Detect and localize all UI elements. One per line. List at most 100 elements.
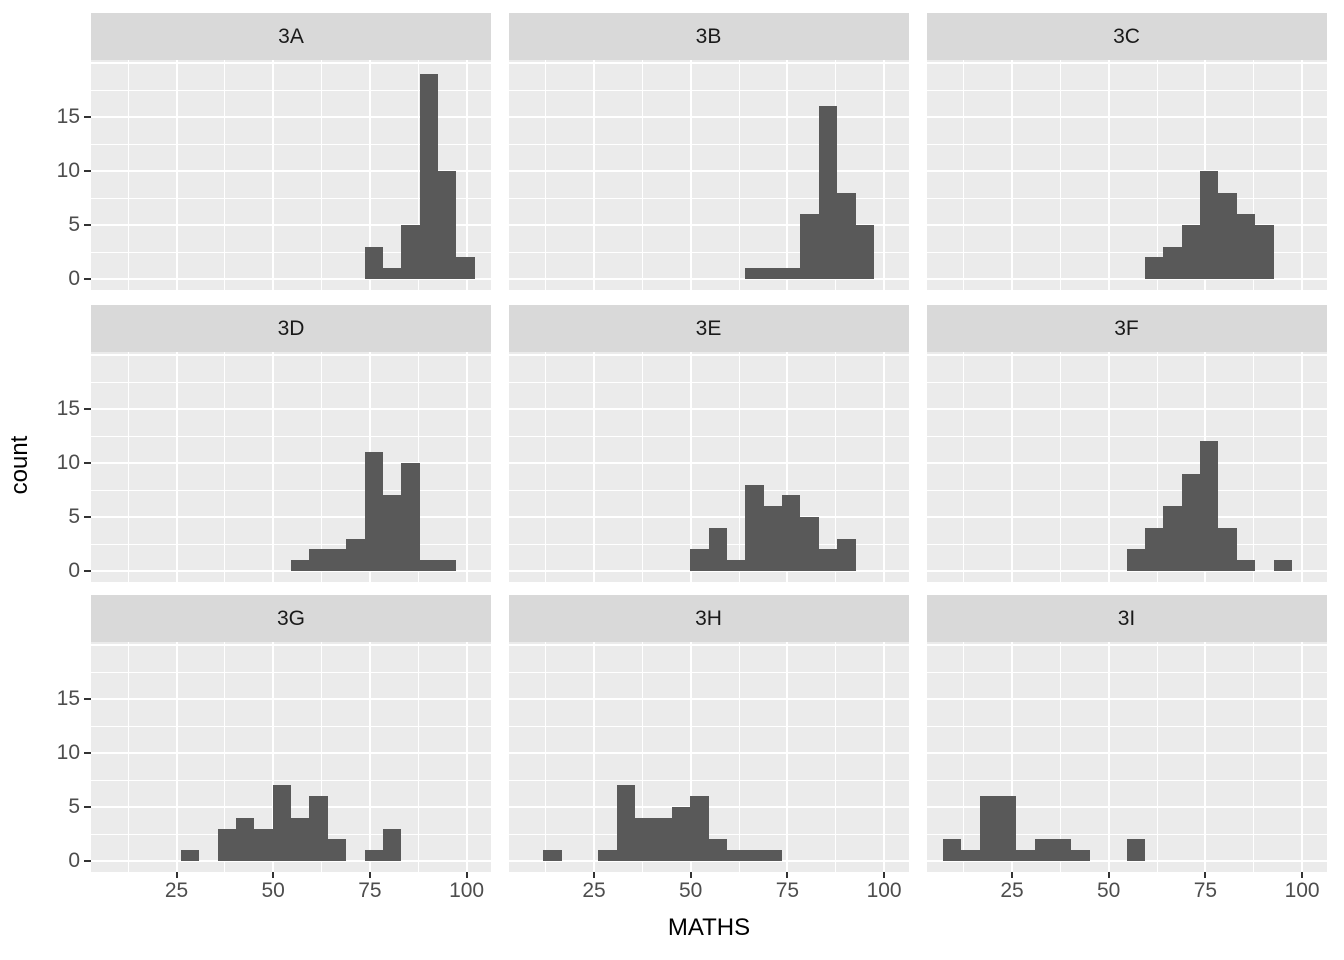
gridline-x-major [272,60,275,290]
x-tick-label: 100 [866,879,902,902]
histogram-bar [254,828,273,861]
gridline-x-minor [963,642,965,872]
facet-strip-label: 3B [695,24,722,48]
gridline-x-major [272,352,275,582]
gridline-y-minor [91,143,491,145]
gridline-x-major [1011,60,1013,290]
gridline-y-major [926,116,1327,118]
gridline-x-major [1301,352,1304,582]
gridline-x-minor [321,60,323,290]
facet-strip-label: 3F [1114,316,1139,340]
gridline-x-minor [1059,60,1061,290]
histogram-bar [782,495,801,571]
gridline-y-major [508,116,909,118]
x-tick-mark [465,872,468,878]
histogram-bar [1218,527,1237,571]
x-tick-mark [883,872,886,878]
histogram-bar [745,484,764,571]
histogram-bar [543,850,562,861]
histogram-bar [690,796,709,861]
gridline-y-minor [508,779,909,781]
x-tick-mark [593,872,595,878]
histogram-bar [1200,441,1219,571]
gridline-y-major [508,462,909,464]
gridline-x-minor [1059,352,1061,582]
x-axis-title: MATHS [667,914,751,941]
x-tick-label: 100 [1284,879,1320,902]
gridline-y-major [91,354,491,356]
histogram-bar [309,796,328,861]
histogram-bar [327,549,347,571]
histogram-bar [1144,257,1164,279]
gridline-y-minor [508,89,909,91]
histogram-bar [598,850,617,861]
gridline-y-major [508,170,909,172]
x-tick-label: 75 [358,879,382,902]
y-tick-mark [84,408,91,410]
gridline-x-minor [1059,642,1061,872]
y-tick-label: 5 [68,795,80,818]
gridline-y-minor [91,543,491,545]
y-tick-label: 5 [68,505,80,528]
gridline-x-minor [224,352,226,582]
gridline-x-minor [963,352,965,582]
histogram-bar [837,192,856,279]
y-tick-mark [84,698,91,700]
gridline-x-minor [321,642,323,872]
gridline-y-minor [91,381,491,383]
gridline-y-minor [91,435,491,437]
gridline-x-minor [224,642,226,872]
gridline-y-minor [91,725,491,727]
x-tick-mark [689,872,692,878]
histogram-bar [1236,560,1256,571]
histogram-bar [837,538,856,571]
gridline-x-major [593,352,595,582]
gridline-x-major [883,60,886,290]
histogram-bar [800,214,819,279]
gridline-y-minor [508,543,909,545]
gridline-y-major [926,408,1327,410]
facet-strip-3H: 3H [508,595,909,642]
histogram-bar [800,517,819,571]
gridline-y-major [91,860,491,862]
gridline-y-major [508,860,909,862]
gridline-x-minor [545,642,547,872]
y-tick-label: 15 [56,105,80,128]
gridline-x-minor [417,642,419,872]
gridline-y-major [91,116,491,118]
histogram-bar [382,495,402,571]
histogram-bar [763,506,783,571]
gridline-y-major [508,278,909,280]
histogram-bar [217,828,236,861]
gridline-y-major [91,698,491,700]
gridline-x-major [883,642,886,872]
gridline-x-major [368,60,371,290]
histogram-bar [419,560,439,571]
histogram-bar [364,850,383,861]
y-tick-label: 15 [56,397,80,420]
gridline-y-major [926,516,1327,518]
gridline-x-minor [1156,642,1158,872]
gridline-x-major [883,352,886,582]
gridline-x-minor [738,642,740,872]
gridline-y-minor [508,435,909,437]
gridline-y-minor [91,489,491,491]
x-tick-label: 25 [1000,879,1024,902]
histogram-bar [1163,246,1182,279]
y-tick-label: 10 [56,159,80,182]
gridline-y-major [508,62,909,64]
histogram-bar [1181,473,1201,571]
facet-panel-3E [508,352,909,582]
gridline-x-minor [641,60,643,290]
gridline-y-major [926,62,1327,64]
gridline-x-minor [1253,642,1255,872]
histogram-bar [291,560,310,571]
gridline-x-minor [1156,352,1158,582]
histogram-bar [690,549,709,571]
x-tick-mark [1301,872,1304,878]
gridline-y-major [926,570,1327,572]
gridline-y-major [91,570,491,572]
gridline-y-major [926,224,1327,226]
histogram-bar [763,850,783,861]
histogram-bar [979,796,998,861]
